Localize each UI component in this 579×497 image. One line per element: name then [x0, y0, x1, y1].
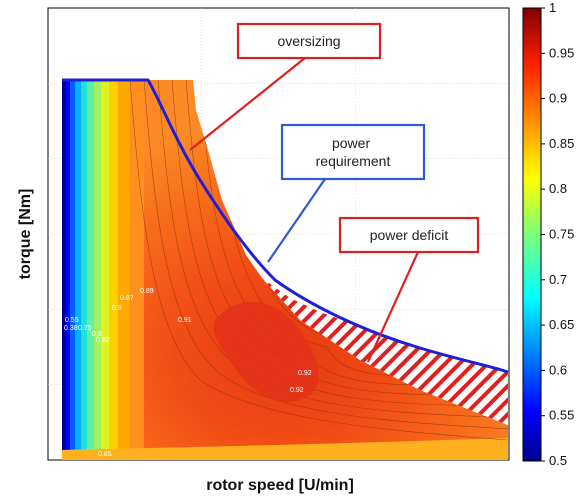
colorbar-tick-label: 0.55: [549, 408, 574, 423]
colorbar-tick-label: 1: [549, 0, 556, 15]
callout-box: [236, 22, 382, 60]
colorbar-tick-label: 0.75: [549, 227, 574, 242]
callout-power-requirement: power requirement: [267, 123, 426, 263]
callout-text-line: requirement: [316, 153, 391, 169]
callout-power-deficit: power deficit: [338, 216, 480, 363]
callout-text: power requirement: [316, 135, 391, 169]
efficiency-band: [66, 80, 70, 460]
low-efficiency-bands: [62, 80, 508, 460]
peak-efficiency-region: [213, 301, 319, 402]
callout-pointer: [189, 57, 306, 151]
callout-text-line: power: [332, 135, 370, 151]
efficiency-band: [81, 80, 87, 460]
contour-label: 0.85: [98, 451, 112, 458]
callout-text: power deficit: [370, 227, 449, 243]
colorbar-tick-label: 0.65: [549, 317, 574, 332]
contour-labels: 0.89 0.87 0.9 0.91 0.92 0.92 0.55 0.38 0…: [64, 288, 312, 458]
contour-label: 0.75: [78, 325, 92, 332]
colorbar-ticks: 0.5 0.55 0.6 0.65 0.7 0.75 0.8 0.85 0.9 0.95 1: [541, 0, 574, 468]
contour-label: 0.55: [65, 317, 79, 324]
callout-box: [280, 123, 426, 181]
contour-label: 0.89: [140, 288, 154, 295]
contour-label: 0.82: [96, 337, 110, 344]
efficiency-band: [62, 438, 508, 460]
colorbar-tick-label: 0.85: [549, 136, 574, 151]
contour-label: 0.92: [298, 370, 312, 377]
colorbar-tick-label: 0.6: [549, 362, 567, 377]
power-deficit-region: [262, 278, 508, 425]
colorbar: [522, 7, 542, 462]
efficiency-band: [87, 80, 94, 460]
callout-text: oversizing: [277, 33, 340, 49]
contour-line: [129, 80, 508, 441]
contour-label: 0.92: [290, 387, 304, 394]
colorbar-tick-label: 0.7: [549, 272, 567, 287]
efficiency-band: [62, 80, 66, 460]
contour-line: [143, 80, 508, 430]
contour-label: 0.91: [178, 317, 192, 324]
callout-pointer: [267, 178, 326, 263]
colorbar-tick-label: 0.8: [549, 181, 567, 196]
efficiency-band: [130, 80, 144, 460]
contour-label: 0.38: [64, 325, 78, 332]
efficiency-band: [70, 80, 75, 460]
callout-pointer: [366, 251, 420, 363]
efficiency-band: [118, 80, 130, 460]
contour-label: 0.87: [120, 295, 134, 302]
efficiency-band: [101, 80, 109, 460]
colorbar-tick-label: 0.9: [549, 91, 567, 106]
colorbar-tick-label: 0.5: [549, 453, 567, 468]
contour-label: 0.8: [92, 331, 102, 338]
y-axis-title: torque [Nm]: [17, 189, 34, 280]
efficiency-band: [109, 80, 118, 460]
x-axis-title: rotor speed [U/min]: [206, 477, 354, 494]
callout-oversizing: oversizing: [189, 22, 382, 151]
power-requirement-line: [62, 78, 509, 374]
callout-box: [338, 216, 480, 254]
efficiency-band: [94, 80, 101, 460]
colorbar-tick-label: 0.95: [549, 45, 574, 60]
contour-label: 0.9: [112, 305, 122, 312]
efficiency-band: [75, 80, 81, 460]
